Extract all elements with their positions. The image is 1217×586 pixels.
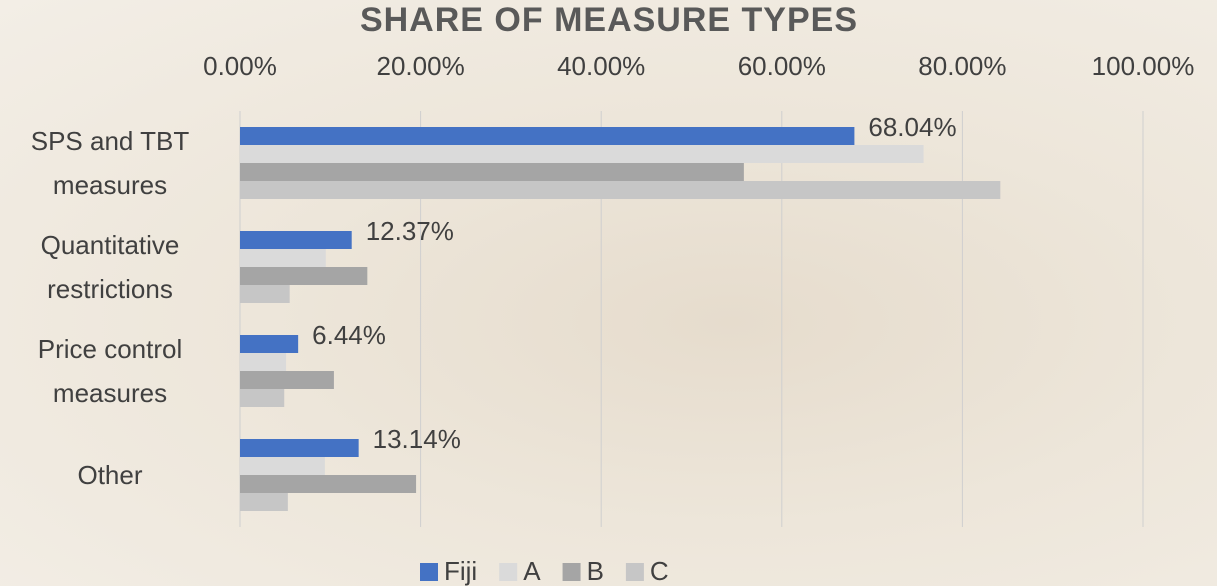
legend-label: A bbox=[523, 556, 541, 586]
legend-label: B bbox=[587, 556, 604, 586]
bar bbox=[240, 267, 367, 285]
legend-swatch bbox=[420, 563, 438, 581]
legend-swatch bbox=[626, 563, 644, 581]
bar bbox=[240, 493, 288, 511]
bar bbox=[240, 439, 359, 457]
data-label: 12.37% bbox=[366, 216, 454, 246]
bar bbox=[240, 145, 924, 163]
chart-title: SHARE OF MEASURE TYPES bbox=[360, 1, 858, 39]
x-tick-label: 0.00% bbox=[203, 51, 277, 81]
data-label: 13.14% bbox=[373, 424, 461, 454]
data-label: 68.04% bbox=[868, 112, 956, 142]
legend-swatch bbox=[499, 563, 517, 581]
bar bbox=[240, 475, 416, 493]
bar bbox=[240, 181, 1000, 199]
y-tick-label: SPS and TBT measures bbox=[10, 119, 210, 207]
x-tick-label: 60.00% bbox=[738, 51, 826, 81]
bar bbox=[240, 353, 286, 371]
legend-label: C bbox=[650, 556, 669, 586]
bar bbox=[240, 231, 352, 249]
bar bbox=[240, 457, 325, 475]
y-tick-label: Other bbox=[10, 453, 210, 497]
bar bbox=[240, 371, 334, 389]
bar bbox=[240, 335, 298, 353]
bar bbox=[240, 285, 290, 303]
x-tick-label: 20.00% bbox=[377, 51, 465, 81]
bar bbox=[240, 127, 854, 145]
x-tick-label: 100.00% bbox=[1092, 51, 1195, 81]
data-label: 6.44% bbox=[312, 320, 386, 350]
chart-container: SHARE OF MEASURE TYPES 0.00% 20.00% 40.00%… bbox=[0, 0, 1217, 586]
x-tick-label: 40.00% bbox=[557, 51, 645, 81]
bar bbox=[240, 163, 744, 181]
bar bbox=[240, 249, 326, 267]
y-tick-label: Price control measures bbox=[10, 327, 210, 415]
legend-label: Fiji bbox=[444, 556, 477, 586]
bar bbox=[240, 389, 284, 407]
x-tick-label: 80.00% bbox=[918, 51, 1006, 81]
legend-swatch bbox=[563, 563, 581, 581]
y-tick-label: Quantitative restrictions bbox=[10, 223, 210, 311]
